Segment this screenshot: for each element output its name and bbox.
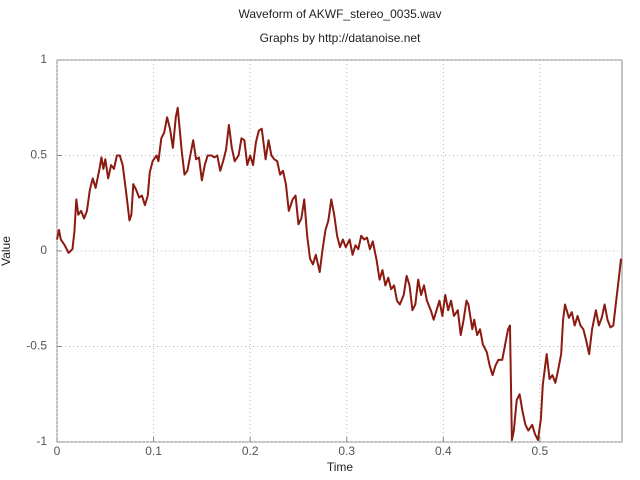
x-axis-label: Time	[327, 460, 354, 474]
chart-title: Waveform of AKWF_stereo_0035.wav	[239, 7, 442, 21]
x-tick-label: 0.3	[338, 444, 355, 458]
x-tick-label: 0	[54, 444, 61, 458]
y-tick-label: -0.5	[26, 339, 47, 353]
y-tick-label: 1	[40, 52, 47, 66]
y-tick-label: -1	[36, 434, 47, 448]
x-tick-label: 0.1	[145, 444, 162, 458]
x-tick-label: 0.4	[435, 444, 452, 458]
y-axis-label: Value	[0, 236, 13, 266]
chart-subtitle: Graphs by http://datanoise.net	[260, 31, 421, 45]
y-tick-label: 0.5	[30, 148, 47, 162]
x-tick-label: 0.2	[242, 444, 259, 458]
x-tick-label: 0.5	[532, 444, 549, 458]
y-tick-label: 0	[40, 243, 47, 257]
waveform-line	[56, 106, 623, 442]
